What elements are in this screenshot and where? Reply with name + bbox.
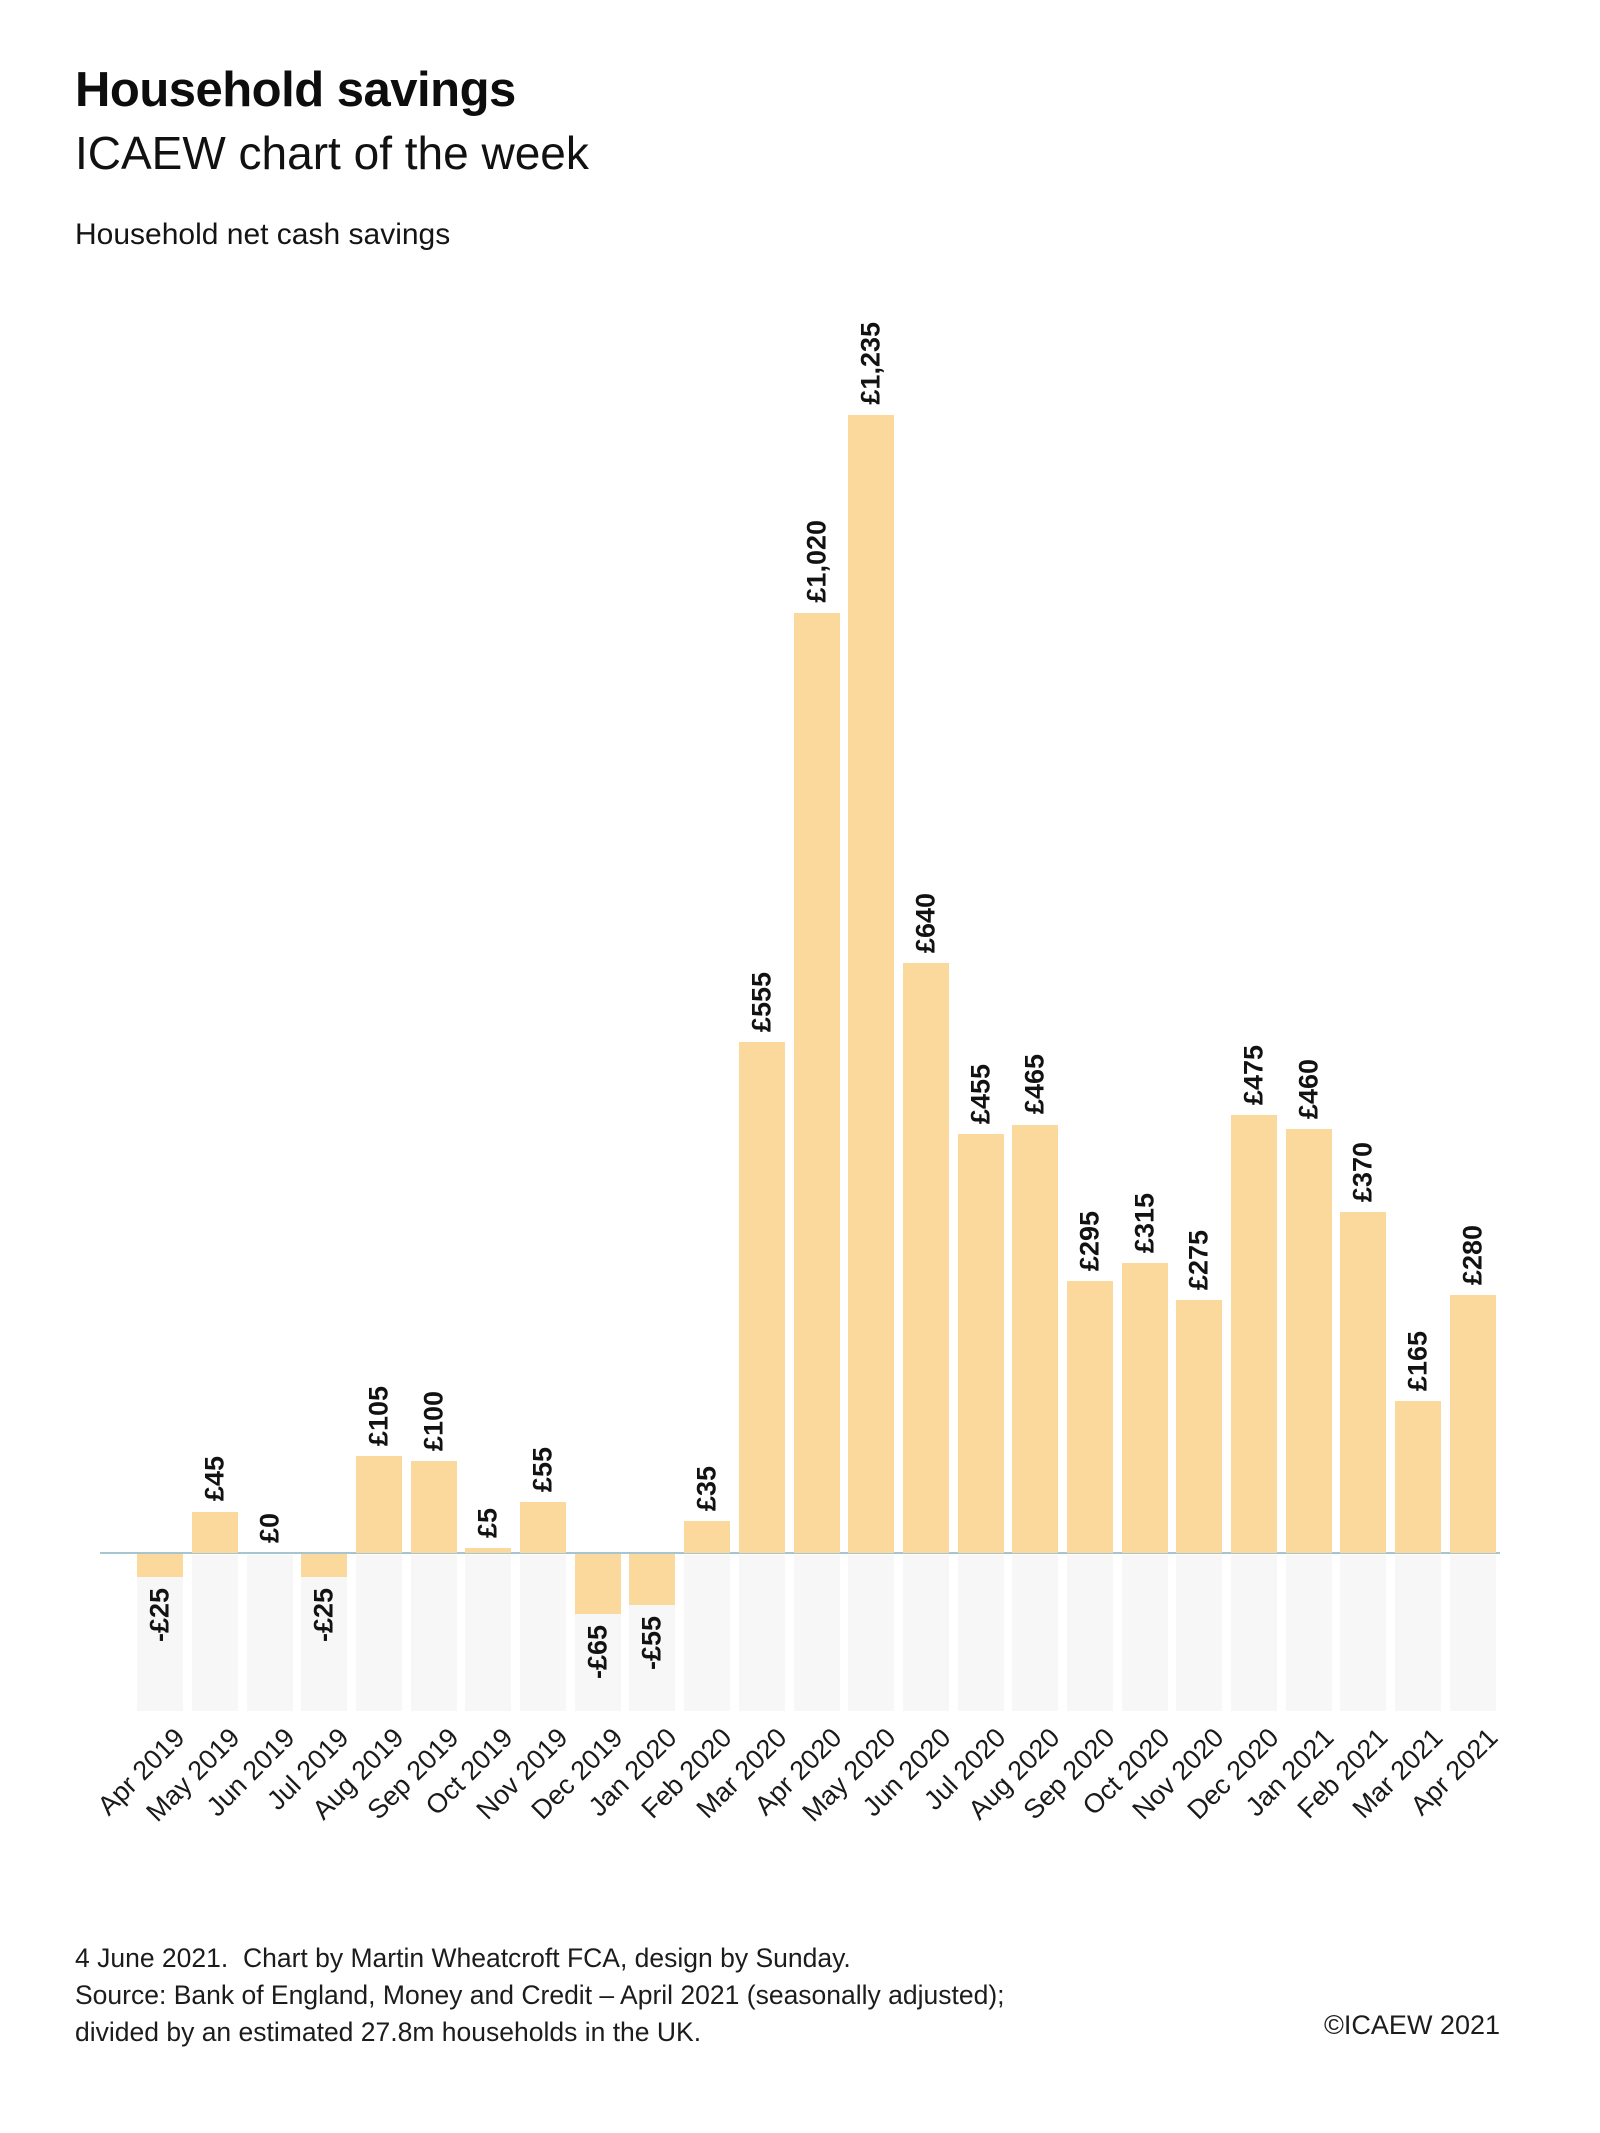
negative-track: [1066, 1555, 1113, 1711]
bar-value-label: £100: [418, 1390, 449, 1451]
negative-track: [793, 1555, 840, 1711]
negative-track: [356, 1555, 403, 1711]
bar-value-label: £640: [910, 893, 941, 954]
bar: [1340, 1212, 1387, 1553]
bar: [1066, 1281, 1113, 1553]
bar-value-label: £315: [1129, 1192, 1160, 1253]
negative-track: [520, 1555, 567, 1711]
bar: [1230, 1115, 1277, 1553]
negative-track: [301, 1555, 348, 1711]
negative-track: [1176, 1555, 1223, 1711]
negative-track: [1449, 1555, 1496, 1711]
bar: [192, 1511, 239, 1553]
zero-baseline: [100, 1552, 1500, 1554]
bar: [957, 1133, 1004, 1553]
bar-value-label: £280: [1457, 1224, 1488, 1285]
negative-track: [1230, 1555, 1277, 1711]
footer-note: 4 June 2021. Chart by Martin Wheatcroft …: [75, 1940, 1005, 2051]
negative-track: [465, 1555, 512, 1711]
negative-track: [1394, 1555, 1441, 1711]
negative-track: [410, 1555, 457, 1711]
negative-track: [1285, 1555, 1332, 1711]
footer-line-1: 4 June 2021. Chart by Martin Wheatcroft …: [75, 1943, 851, 1973]
bar-value-label: -£65: [582, 1624, 613, 1679]
bar-value-label: £1,020: [800, 520, 831, 604]
bar-value-label: £370: [1347, 1141, 1378, 1203]
bar-value-label: -£25: [144, 1588, 175, 1643]
negative-track: [246, 1555, 293, 1711]
bar: [1121, 1262, 1168, 1553]
bar-value-label: £460: [1293, 1059, 1324, 1120]
negative-track: [1340, 1555, 1387, 1711]
bar: [301, 1554, 348, 1578]
negative-track: [1121, 1555, 1168, 1711]
bar-value-label: -£55: [636, 1615, 667, 1670]
copyright-text: ©ICAEW 2021: [1324, 2010, 1500, 2040]
bar: [629, 1554, 676, 1605]
bar-chart: -£25 Apr 2019 £45 May 2019 £0 Jun 2019 -£25 Jul…: [92, 250, 1503, 1880]
bar: [410, 1460, 457, 1553]
bar-value-label: £55: [527, 1447, 558, 1493]
bar: [1176, 1299, 1223, 1553]
bar-value-label: £455: [965, 1063, 996, 1124]
bar: [848, 414, 895, 1553]
bar-value-label: £275: [1183, 1229, 1214, 1290]
page-subtitle: ICAEW chart of the week: [75, 127, 589, 179]
bar: [1394, 1400, 1441, 1553]
page-title: Household savings: [75, 63, 516, 117]
bar: [1285, 1129, 1332, 1553]
negative-track: [684, 1555, 731, 1711]
footer-line-2: Source: Bank of England, Money and Credi…: [75, 1980, 1005, 2010]
bar-value-label: £35: [691, 1465, 722, 1511]
bar: [684, 1520, 731, 1553]
negative-track: [738, 1555, 785, 1711]
bar-value-label: £0: [254, 1512, 285, 1543]
negative-track: [192, 1555, 239, 1711]
bar-value-label: £165: [1402, 1330, 1433, 1391]
bar-value-label: £475: [1238, 1045, 1269, 1106]
bar: [1012, 1124, 1059, 1553]
negative-track: [1012, 1555, 1059, 1711]
bar: [1449, 1294, 1496, 1553]
bar-value-label: £295: [1074, 1211, 1105, 1272]
negative-track: [957, 1555, 1004, 1711]
bar-value-label: £5: [472, 1508, 503, 1539]
bar: [574, 1554, 621, 1614]
bar-value-label: £555: [746, 971, 777, 1032]
bar-value-label: £465: [1019, 1054, 1050, 1115]
bar: [465, 1548, 512, 1553]
bar-value-label: -£25: [308, 1588, 339, 1643]
bar: [137, 1554, 184, 1578]
bar: [793, 613, 840, 1553]
bar-value-label: £1,235: [855, 322, 886, 405]
bar: [902, 963, 949, 1553]
negative-track: [137, 1555, 184, 1711]
bar: [738, 1041, 785, 1553]
negative-track: [848, 1555, 895, 1711]
bar: [356, 1456, 403, 1553]
footer-line-3: divided by an estimated 27.8m households…: [75, 2017, 702, 2047]
negative-track: [902, 1555, 949, 1711]
bar-value-label: £105: [363, 1386, 394, 1447]
bar: [520, 1502, 567, 1553]
bar-value-label: £45: [199, 1456, 230, 1502]
chart-title: Household net cash savings: [75, 218, 451, 251]
